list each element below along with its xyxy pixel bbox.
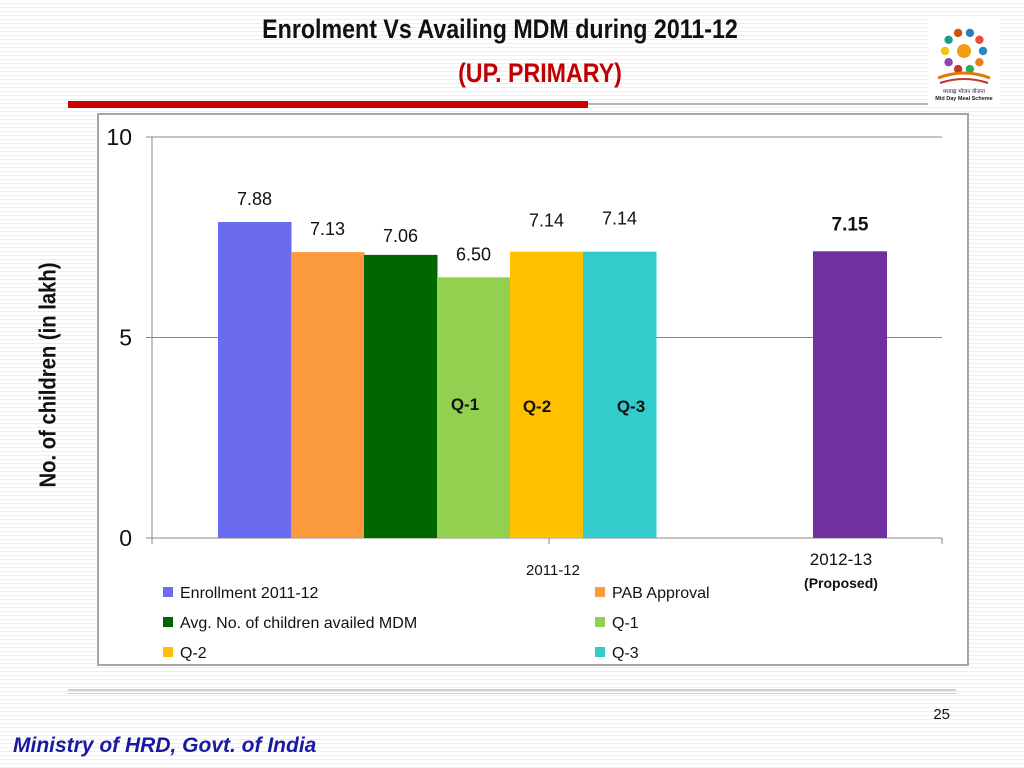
logo-figure — [965, 64, 975, 74]
legend-label: Enrollment 2011-12 — [180, 585, 319, 602]
footer-divider-thin — [68, 693, 956, 694]
data-label: 6.50 — [456, 244, 491, 264]
legend-swatch — [595, 587, 605, 597]
bar — [218, 222, 292, 538]
slide-subtitle: (UP. PRIMARY) — [458, 58, 622, 88]
bar-text-label: Q-3 — [617, 397, 645, 416]
x-category-label: 2011-12 — [526, 562, 580, 579]
x-category-note: (Proposed) — [804, 575, 878, 591]
legend-swatch — [163, 587, 173, 597]
bar — [437, 277, 511, 538]
logo-figure — [944, 58, 953, 67]
legend-label: Avg. No. of children availed MDM — [180, 615, 417, 632]
logo-figure — [944, 35, 953, 44]
logo-figure — [965, 28, 975, 38]
bar — [813, 251, 887, 538]
slide-title: Enrolment Vs Availing MDM during 2011-12 — [262, 14, 738, 44]
bar — [291, 252, 365, 538]
logo-figure — [953, 64, 963, 74]
legend-swatch — [595, 647, 605, 657]
x-category-label: 2012-13 — [810, 550, 872, 569]
data-label: 7.15 — [832, 214, 869, 235]
logo-figure — [978, 46, 988, 56]
legend-label: Q-1 — [612, 615, 639, 632]
bar-text-label: Q-2 — [523, 397, 551, 416]
legend-label: Q-2 — [180, 645, 207, 662]
bar — [583, 251, 657, 538]
legend-label: Q-3 — [612, 645, 639, 662]
data-label: 7.14 — [529, 211, 564, 231]
logo-text-english: Mid Day Meal Scheme — [935, 96, 992, 102]
y-tick-label: 5 — [119, 325, 132, 351]
legend-swatch — [595, 617, 605, 627]
title-divider-light — [588, 103, 928, 105]
data-label: 7.13 — [310, 219, 345, 239]
y-tick-label: 0 — [119, 525, 132, 551]
logo-text-hindi: मध्याह्न भोजन योजना — [943, 88, 986, 95]
logo-figure — [975, 35, 984, 44]
data-label: 7.14 — [602, 209, 637, 229]
bar — [364, 254, 438, 539]
page-number: 25 — [933, 706, 950, 723]
bar-text-label: Q-1 — [451, 395, 479, 414]
logo-figure — [975, 58, 984, 67]
bar — [510, 251, 584, 538]
footer-text: Ministry of HRD, Govt. of India — [13, 734, 317, 757]
legend-swatch — [163, 647, 173, 657]
mid-day-meal-logo: मध्याह्न भोजन योजना Mid Day Meal Scheme — [928, 18, 1000, 104]
legend-label: PAB Approval — [612, 585, 710, 602]
title-divider — [68, 101, 588, 108]
logo-figure — [953, 28, 963, 38]
data-label: 7.88 — [237, 189, 272, 209]
legend-swatch — [163, 617, 173, 627]
y-tick-label: 10 — [106, 124, 132, 150]
data-label: 7.06 — [383, 226, 418, 246]
footer-divider — [68, 689, 956, 691]
logo-figure — [940, 46, 950, 56]
